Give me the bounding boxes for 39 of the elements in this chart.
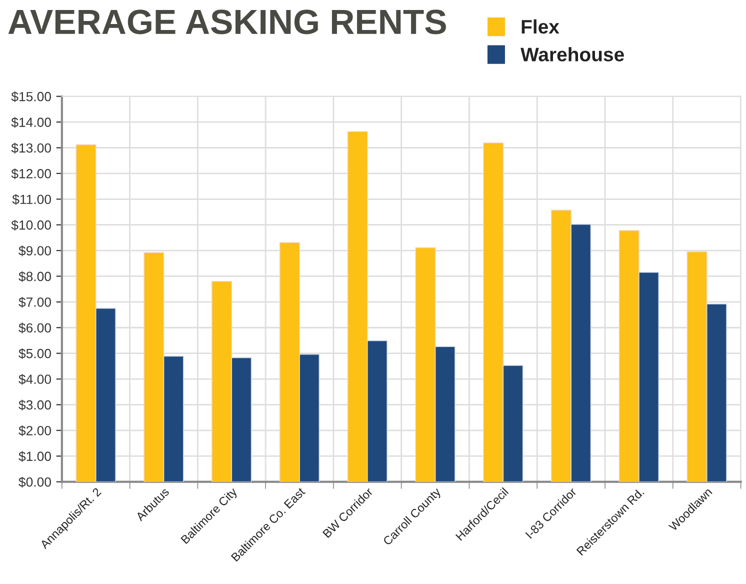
- y-tick-label: $14.00: [11, 117, 51, 128]
- y-tick-label: $10.00: [11, 220, 51, 231]
- y-tick-label: $15.00: [11, 91, 51, 102]
- y-tick-label: $4.00: [18, 374, 51, 385]
- bar: [212, 280, 232, 482]
- legend-label: Flex: [522, 19, 560, 34]
- bar: [163, 356, 184, 482]
- chart-title: AVERAGE ASKING RENTS: [8, 10, 446, 34]
- bar: [434, 346, 456, 482]
- bar: [144, 252, 164, 482]
- bar: [366, 340, 388, 482]
- legend-label: Warehouse: [520, 47, 624, 62]
- y-tick-label: $2.00: [18, 425, 51, 436]
- bar: [415, 247, 436, 482]
- y-tick-label: $7.00: [18, 296, 51, 308]
- bar: [638, 272, 660, 482]
- y-tick-label: $11.00: [12, 194, 51, 205]
- bar: [686, 251, 708, 482]
- bar: [550, 210, 572, 482]
- y-tick-label: $8.00: [18, 271, 51, 282]
- y-tick-label: $0.00: [18, 476, 51, 488]
- bar: [76, 144, 96, 482]
- y-tick-label: $9.00: [18, 246, 51, 256]
- y-tick-label: $1.00: [18, 451, 51, 462]
- y-tick-label: $5.00: [18, 348, 51, 360]
- bar: [95, 308, 116, 482]
- bar: [279, 242, 300, 482]
- bar: [502, 364, 524, 482]
- bar: [299, 354, 320, 482]
- y-tick-label: $12.00: [11, 168, 51, 180]
- bar: [570, 224, 592, 482]
- bar: [231, 357, 252, 482]
- bar: [483, 142, 504, 482]
- bar: [618, 230, 640, 482]
- bar: [347, 131, 368, 482]
- bar: [706, 304, 727, 482]
- y-tick-label: $6.00: [18, 322, 51, 334]
- y-tick-label: $13.00: [11, 142, 51, 154]
- y-tick-label: $3.00: [18, 400, 51, 410]
